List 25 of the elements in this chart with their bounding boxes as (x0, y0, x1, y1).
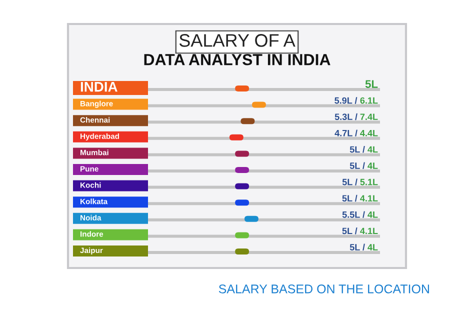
data-label: 4L (368, 244, 378, 250)
data-label: 5.1L (360, 178, 378, 186)
data-label: 5.3L / (334, 113, 358, 120)
data-label: 6.1L (360, 97, 378, 104)
data-label: 5.9L / (334, 97, 358, 104)
data-label: 4.7L / (334, 130, 358, 136)
data-label: 5L / (342, 178, 358, 186)
data-label: 4L (368, 162, 378, 169)
data-label: 4.1L (360, 228, 378, 234)
category-label: INDIA (80, 82, 118, 92)
data-label: 4.4L (360, 130, 378, 136)
data-label: 7.4L (360, 114, 378, 120)
data-label: 5L / (350, 244, 365, 251)
text: SALARY BASED ON THE LOCATION (218, 284, 429, 294)
data-label: 4L (368, 146, 378, 153)
data-label: 5.5L / (342, 211, 365, 218)
data-label: 5L / (350, 146, 365, 153)
data-label: 4L (368, 212, 378, 218)
data-label: 5L / (342, 194, 358, 202)
text: DATA ANALYST IN INDIA (144, 54, 330, 66)
data-label: 5L (365, 80, 378, 88)
text: SALARY OF A (179, 34, 296, 47)
data-label: 5L / (350, 162, 365, 170)
data-label: 5L / (342, 227, 358, 234)
data-label: 4.1L (360, 195, 378, 202)
